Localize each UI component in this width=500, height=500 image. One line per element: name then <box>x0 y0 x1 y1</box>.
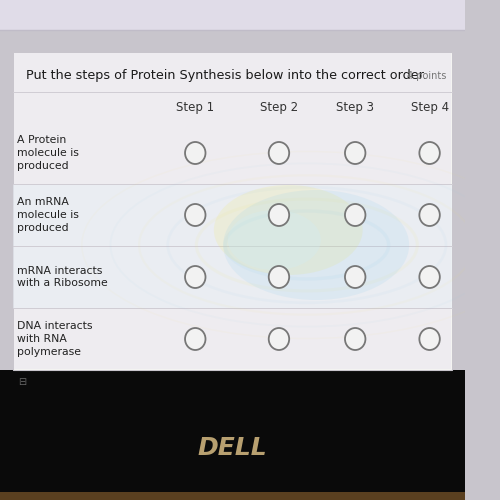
Bar <box>0 0 465 370</box>
Text: polymerase: polymerase <box>16 347 80 357</box>
Text: 4 points: 4 points <box>407 71 447 81</box>
Text: An mRNA: An mRNA <box>16 197 68 207</box>
Circle shape <box>345 204 366 226</box>
Text: ⊟: ⊟ <box>18 377 26 387</box>
Circle shape <box>185 204 206 226</box>
Text: molecule is: molecule is <box>16 148 78 158</box>
Circle shape <box>345 266 366 288</box>
Bar <box>0 0 465 30</box>
Circle shape <box>420 142 440 164</box>
Bar <box>0 370 465 500</box>
Bar <box>13 184 452 308</box>
Circle shape <box>420 266 440 288</box>
Circle shape <box>185 142 206 164</box>
Text: with a Ribosome: with a Ribosome <box>16 278 108 288</box>
Circle shape <box>345 142 366 164</box>
Text: Step 2: Step 2 <box>260 100 298 114</box>
Text: produced: produced <box>16 223 68 233</box>
Bar <box>0 492 465 500</box>
Circle shape <box>420 328 440 350</box>
Text: DNA interacts: DNA interacts <box>16 321 92 331</box>
Text: Step 4: Step 4 <box>410 100 449 114</box>
Ellipse shape <box>214 185 362 275</box>
Text: mRNA interacts: mRNA interacts <box>16 266 102 276</box>
Circle shape <box>268 328 289 350</box>
Ellipse shape <box>223 190 409 300</box>
Circle shape <box>420 204 440 226</box>
Bar <box>14 53 451 369</box>
Circle shape <box>185 328 206 350</box>
Text: Put the steps of Protein Synthesis below into the correct order.: Put the steps of Protein Synthesis below… <box>26 70 427 82</box>
Circle shape <box>185 266 206 288</box>
Text: Step 3: Step 3 <box>336 100 374 114</box>
Text: DELL: DELL <box>198 436 268 460</box>
Text: A Protein: A Protein <box>16 135 66 145</box>
Circle shape <box>268 142 289 164</box>
Text: Step 1: Step 1 <box>176 100 214 114</box>
Text: with RNA: with RNA <box>16 334 66 344</box>
Text: molecule is: molecule is <box>16 210 78 220</box>
Ellipse shape <box>228 210 321 270</box>
Circle shape <box>268 204 289 226</box>
Text: produced: produced <box>16 161 68 171</box>
FancyBboxPatch shape <box>13 52 452 370</box>
Circle shape <box>268 266 289 288</box>
Circle shape <box>345 328 366 350</box>
